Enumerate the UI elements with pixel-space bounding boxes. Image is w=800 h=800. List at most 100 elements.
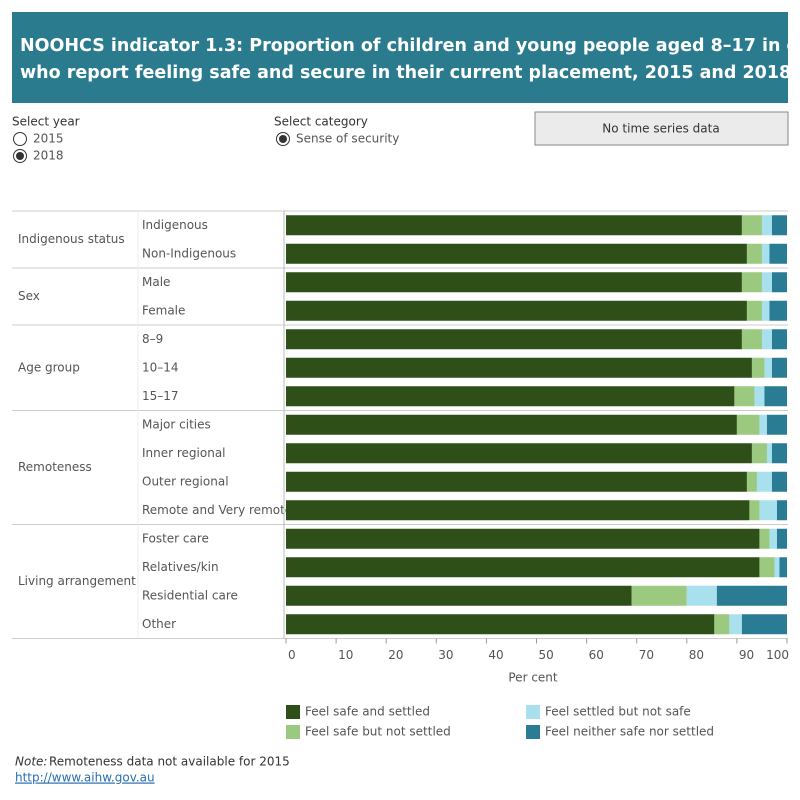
bar-segment <box>761 329 772 350</box>
x-tick-label: 100 <box>766 648 789 662</box>
bar-segment <box>736 414 760 435</box>
bar-segment <box>631 585 687 606</box>
radio-label[interactable]: Sense of security <box>296 132 399 146</box>
x-tick-label: 40 <box>488 648 503 662</box>
bar-segment <box>714 614 730 635</box>
bar-segment <box>286 357 752 378</box>
bar-segment <box>286 386 735 407</box>
bar-segment <box>286 471 747 492</box>
bar-segment <box>741 329 762 350</box>
category-label: Major cities <box>142 417 211 431</box>
radio-label[interactable]: 2018 <box>33 149 64 163</box>
bar-segment <box>286 243 747 264</box>
bar-segment <box>761 243 770 264</box>
x-tick-label: 20 <box>388 648 403 662</box>
radio-dot[interactable] <box>279 135 287 143</box>
bar-segment <box>759 500 777 521</box>
legend-label: Feel safe and settled <box>305 705 430 719</box>
x-tick-label: 80 <box>689 648 704 662</box>
x-tick-label: 10 <box>338 648 353 662</box>
legend-swatch <box>286 725 300 739</box>
bar-segment <box>769 528 777 549</box>
bar-segment <box>771 443 787 464</box>
bar-segment <box>741 215 762 236</box>
legend-label: Feel safe but not settled <box>305 725 451 739</box>
button-label[interactable]: No time series data <box>602 122 719 136</box>
category-label: Foster care <box>142 531 209 545</box>
x-tick-label: 0 <box>288 648 296 662</box>
bar-segment <box>286 557 760 578</box>
x-tick-label: 90 <box>739 648 754 662</box>
bar-segment <box>286 528 760 549</box>
bar-segment <box>771 329 787 350</box>
bar-segment <box>741 272 762 293</box>
title-banner <box>12 12 788 103</box>
bar-segment <box>761 215 772 236</box>
legend-swatch <box>526 725 540 739</box>
bar-segment <box>286 215 742 236</box>
bar-segment <box>751 357 765 378</box>
x-axis-label: Per cent <box>508 671 558 685</box>
x-tick-label: 60 <box>589 648 604 662</box>
bar-segment <box>761 272 772 293</box>
bar-segment <box>286 614 715 635</box>
control-label: Select category <box>274 115 368 129</box>
x-tick-label: 70 <box>639 648 654 662</box>
link[interactable]: http://www.aihw.gov.au <box>15 771 155 785</box>
radio-dot[interactable] <box>16 152 24 160</box>
bar-segment <box>759 528 770 549</box>
bar-segment <box>771 215 787 236</box>
legend-swatch <box>286 705 300 719</box>
chart-title: who report feeling safe and secure in th… <box>20 63 791 83</box>
bar-segment <box>774 557 780 578</box>
note-label: Note: <box>15 755 47 769</box>
x-tick-label: 30 <box>438 648 453 662</box>
bar-segment <box>729 614 742 635</box>
bar-segment <box>746 471 757 492</box>
category-label: Relatives/kin <box>142 560 219 574</box>
chart-title: NOOHCS indicator 1.3: Proportion of chil… <box>20 36 800 56</box>
note-text: Remoteness data not available for 2015 <box>49 755 290 769</box>
control-label: Select year <box>12 115 80 129</box>
bar-segment <box>766 443 772 464</box>
bar-segment <box>766 414 787 435</box>
category-label: Inner regional <box>142 446 226 460</box>
bar-segment <box>286 272 742 293</box>
bar-segment <box>734 386 755 407</box>
group-label: Sex <box>18 289 40 303</box>
bar-segment <box>286 329 742 350</box>
group-label: Remoteness <box>18 460 92 474</box>
category-label: Outer regional <box>142 474 229 488</box>
bar-segment <box>764 386 787 407</box>
bar-segment <box>764 357 772 378</box>
category-label: Male <box>142 275 170 289</box>
bar-segment <box>286 585 632 606</box>
category-label: Other <box>142 617 176 631</box>
category-label: Residential care <box>142 588 238 602</box>
legend-label: Feel neither safe nor settled <box>545 725 714 739</box>
category-label: Indigenous <box>142 218 208 232</box>
group-label: Age group <box>18 360 80 374</box>
legend-label: Feel settled but not safe <box>545 705 691 719</box>
legend-swatch <box>526 705 540 719</box>
bar-segment <box>776 500 787 521</box>
category-label: Non-Indigenous <box>142 246 236 260</box>
bar-segment <box>759 414 767 435</box>
bar-segment <box>741 614 787 635</box>
bar-segment <box>751 443 767 464</box>
bar-segment <box>749 500 760 521</box>
category-label: 10–14 <box>142 360 179 374</box>
bar-segment <box>686 585 717 606</box>
bar-segment <box>771 357 787 378</box>
category-label: 8–9 <box>142 332 163 346</box>
bar-segment <box>286 300 747 321</box>
bar-segment <box>754 386 765 407</box>
radio[interactable] <box>13 132 27 146</box>
bar-segment <box>746 300 762 321</box>
radio-label[interactable]: 2015 <box>33 132 64 146</box>
button[interactable] <box>534 111 789 146</box>
bar-segment <box>771 471 787 492</box>
bar-segment <box>286 414 737 435</box>
